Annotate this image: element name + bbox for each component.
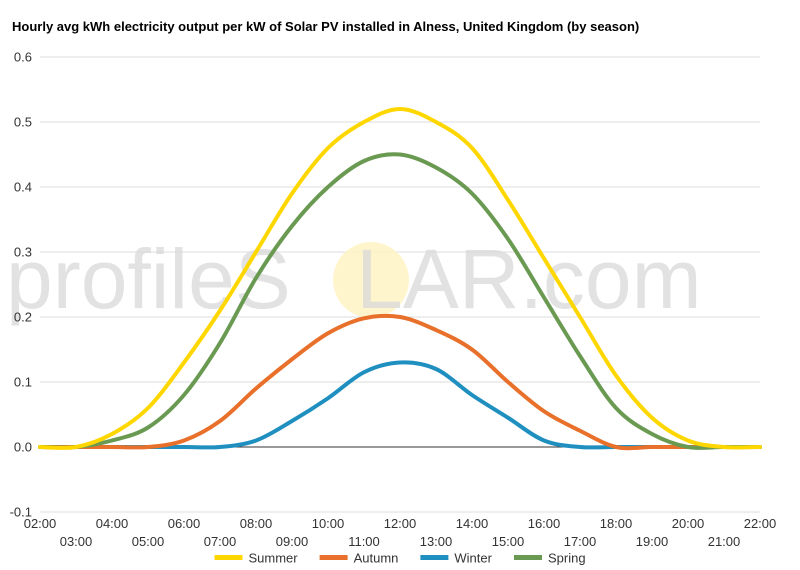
y-tick-label: 0.1 <box>14 375 32 390</box>
x-tick-label: 18:00 <box>600 516 633 531</box>
y-tick-label: 0.4 <box>14 180 32 195</box>
sun-logo-icon <box>333 242 409 318</box>
x-tick-label: 04:00 <box>96 516 129 531</box>
series-line-autumn <box>38 313 762 451</box>
legend-label: Summer <box>249 551 299 566</box>
watermark-text-after: LAR.com <box>356 232 701 326</box>
series-lines <box>38 107 762 451</box>
series-line-summer <box>38 107 762 450</box>
y-tick-label: 0.6 <box>14 50 32 65</box>
chart-title: Hourly avg kWh electricity output per kW… <box>12 19 640 34</box>
x-tick-label: 03:00 <box>60 534 93 549</box>
series-line-spring <box>38 152 762 450</box>
x-tick-label: 08:00 <box>240 516 273 531</box>
x-tick-label: 05:00 <box>132 534 165 549</box>
legend-label: Winter <box>454 551 492 566</box>
x-tick-label: 14:00 <box>456 516 489 531</box>
x-tick-label: 11:00 <box>348 534 380 549</box>
legend-label: Autumn <box>354 551 399 566</box>
x-tick-label: 20:00 <box>672 516 705 531</box>
watermark-text-before: profileS <box>6 232 291 326</box>
y-tick-label: 0.5 <box>14 115 32 130</box>
x-tick-label: 07:00 <box>204 534 237 549</box>
y-tick-label: 0.0 <box>14 440 32 455</box>
legend-label: Spring <box>548 551 586 566</box>
x-tick-label: 09:00 <box>276 534 309 549</box>
x-tick-label: 15:00 <box>492 534 525 549</box>
legend-swatch <box>514 555 542 560</box>
y-tick-labels: -0.1 0.0 0.1 0.2 0.3 0.4 0.5 0.6 <box>10 50 32 520</box>
legend-item-autumn[interactable]: Autumn <box>319 551 399 566</box>
x-tick-label: 10:00 <box>312 516 345 531</box>
y-tick-label: 0.2 <box>14 310 32 325</box>
watermark-text: profileSOLAR.com <box>6 232 702 326</box>
legend-swatch <box>319 555 348 560</box>
profilesolar-watermark: profileSOLAR.com <box>6 232 702 326</box>
x-tick-label: 12:00 <box>384 516 417 531</box>
x-tick-label: 17:00 <box>564 534 597 549</box>
legend-swatch <box>214 555 243 560</box>
legend-item-winter[interactable]: Winter <box>420 551 493 566</box>
x-tick-label: 02:00 <box>24 516 57 531</box>
x-tick-label: 06:00 <box>168 516 201 531</box>
legend-item-spring[interactable]: Spring <box>514 551 586 566</box>
y-tick-label: -0.1 <box>10 505 32 520</box>
legend: Summer Autumn Winter Spring <box>214 551 586 566</box>
x-tick-label: 21:00 <box>708 534 741 549</box>
legend-item-summer[interactable]: Summer <box>214 551 299 566</box>
y-tick-label: 0.3 <box>14 245 32 260</box>
legend-swatch <box>420 555 449 560</box>
watermark-text-sun: O <box>291 232 356 326</box>
x-tick-label: 16:00 <box>528 516 561 531</box>
x-tick-labels: 02:00 04:00 06:00 08:00 10:00 12:00 14:00 16:00… <box>24 516 777 549</box>
x-tick-label: 19:00 <box>636 534 669 549</box>
x-tick-label: 13:00 <box>420 534 453 549</box>
x-tick-label: 22:00 <box>744 516 777 531</box>
